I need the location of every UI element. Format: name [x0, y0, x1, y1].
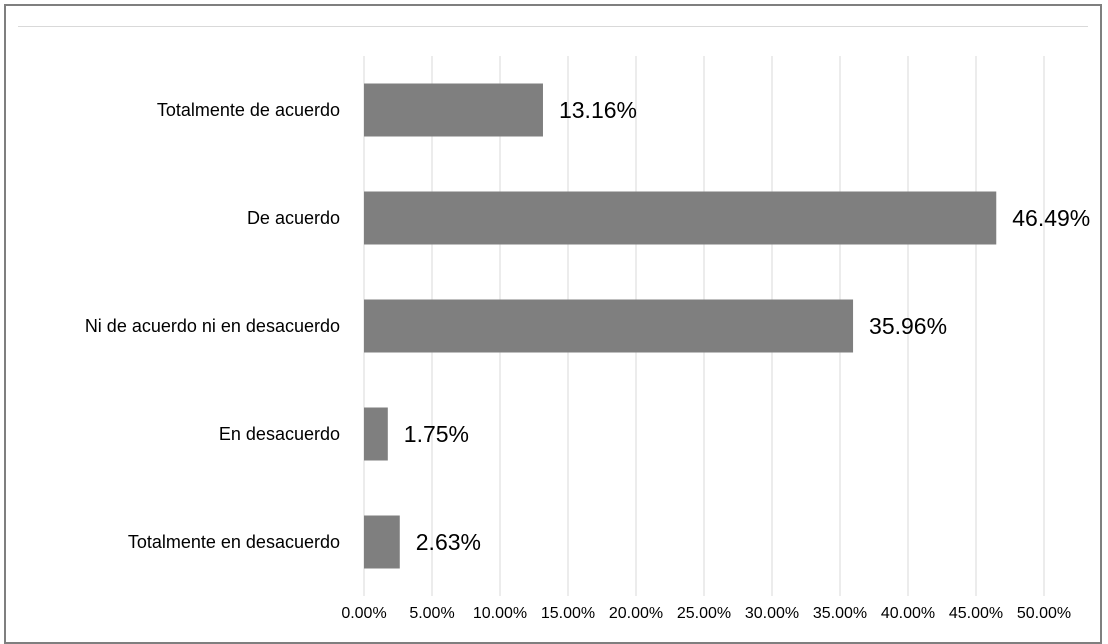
category-label: Totalmente en desacuerdo — [128, 532, 340, 552]
bar — [364, 407, 388, 461]
data-label: 2.63% — [416, 529, 481, 555]
x-tick-label: 35.00% — [813, 605, 867, 622]
x-tick-label: 40.00% — [881, 605, 935, 622]
data-label: 1.75% — [404, 421, 469, 447]
data-label: 46.49% — [1012, 205, 1090, 231]
bar — [364, 515, 400, 569]
x-tick-label: 25.00% — [677, 605, 731, 622]
x-tick-label: 5.00% — [409, 605, 454, 622]
x-tick-label: 15.00% — [541, 605, 595, 622]
x-tick-label: 0.00% — [341, 605, 386, 622]
bar-chart: 0.00% 5.00% 10.00% 15.00% 20.00% 25.00% 30.00%… — [85, 56, 1090, 622]
x-tick-label: 10.00% — [473, 605, 527, 622]
x-tick-label: 20.00% — [609, 605, 663, 622]
x-tick-label: 50.00% — [1017, 605, 1071, 622]
category-label: Totalmente de acuerdo — [157, 100, 340, 120]
x-tick-label: 30.00% — [745, 605, 799, 622]
bars — [364, 83, 997, 569]
category-label: De acuerdo — [247, 208, 340, 228]
x-tick-label: 45.00% — [949, 605, 1003, 622]
category-label: En desacuerdo — [219, 424, 340, 444]
bar — [364, 299, 854, 353]
data-label: 13.16% — [559, 97, 637, 123]
bar — [364, 191, 997, 245]
bar — [364, 83, 543, 137]
data-label: 35.96% — [869, 313, 947, 339]
category-label: Ni de acuerdo ni en desacuerdo — [85, 316, 340, 336]
chart-area-border — [18, 26, 1088, 27]
labels: 0.00% 5.00% 10.00% 15.00% 20.00% 25.00% 30.00%… — [85, 97, 1090, 622]
